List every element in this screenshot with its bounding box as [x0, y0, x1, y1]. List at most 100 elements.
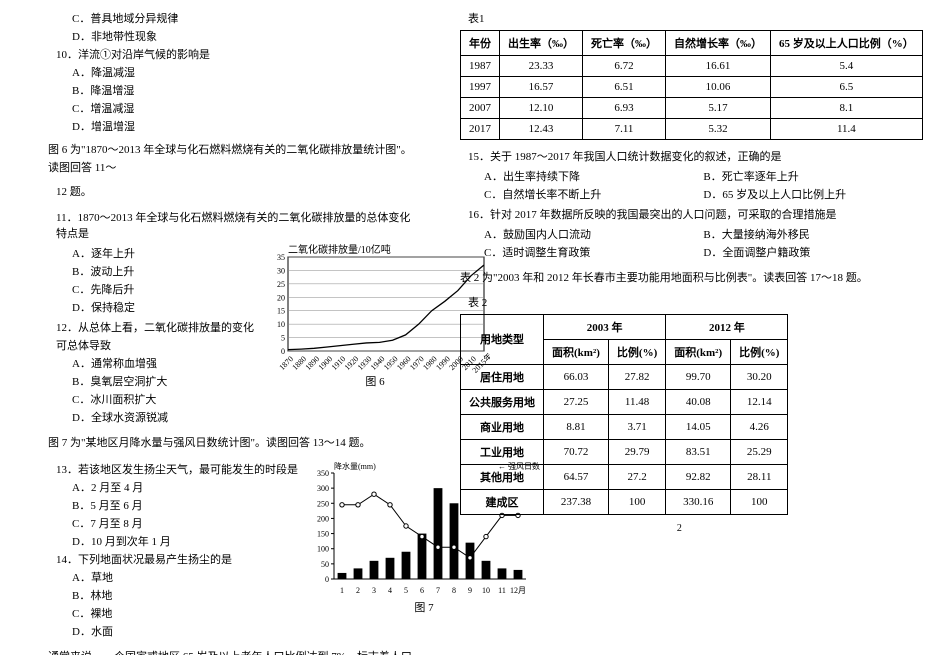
- sub-area-03: 面积(km²): [544, 339, 609, 364]
- svg-text:10: 10: [277, 320, 285, 329]
- cell: 330.16: [666, 489, 731, 514]
- cell: 25.29: [731, 439, 788, 464]
- cell: 14.05: [666, 414, 731, 439]
- cell: 40.08: [666, 389, 731, 414]
- cell: 8.1: [771, 98, 923, 119]
- q14-a: A．草地: [24, 569, 298, 585]
- cell: 12.43: [500, 119, 583, 140]
- svg-text:1: 1: [340, 586, 344, 595]
- cell: 10.06: [666, 77, 771, 98]
- q14-stem: 14．下列地面状况最易产生扬尘的是: [24, 551, 298, 567]
- cell: 11.48: [608, 389, 665, 414]
- page-number: 2: [436, 523, 923, 534]
- svg-text:3: 3: [372, 586, 376, 595]
- svg-text:15: 15: [277, 307, 285, 316]
- q13-b: B．5 月至 6 月: [24, 497, 298, 513]
- cell: 8.81: [544, 414, 609, 439]
- svg-text:150: 150: [317, 529, 329, 538]
- q15-stem: 15．关于 1987～2017 年我国人口统计数据变化的叙述，正确的是: [436, 148, 923, 164]
- table-row: 商业用地8.813.7114.054.26: [461, 414, 788, 439]
- svg-text:250: 250: [317, 499, 329, 508]
- q13-d: D．10 月到次年 1 月: [24, 533, 298, 549]
- q10-a: A．降温减湿: [24, 64, 420, 80]
- sub-pct-03: 比例(%): [608, 339, 665, 364]
- cell: 28.11: [731, 464, 788, 489]
- left-column: C．普具地域分异规律 D．非地带性现象 10．洋流①对沿岸气候的影响是 A．降温…: [16, 8, 428, 647]
- q11-q12-with-chart: A．逐年上升 B．波动上升 C．先降后升 D．保持稳定 12．从总体上看，二氧化…: [24, 243, 420, 427]
- q15-options: A．出生率持续下降 C．自然增长率不断上升 B．死亡率逐年上升 D．65 岁及以…: [436, 166, 923, 204]
- q16-stem: 16．针对 2017 年数据所反映的我国最突出的人口问题，可采取的合理措施是: [436, 206, 923, 222]
- svg-text:降水量(mm): 降水量(mm): [334, 461, 376, 471]
- cell: 5.32: [666, 119, 771, 140]
- table-row: 年份出生率（‰）死亡率（‰）自然增长率（‰）65 岁及以上人口比例（%）: [461, 31, 923, 56]
- cell: 11.4: [771, 119, 923, 140]
- cell: 公共服务用地: [461, 389, 544, 414]
- cell: 100: [731, 489, 788, 514]
- option-c: C．普具地域分异规律: [24, 10, 420, 26]
- table-row: 建成区237.38100330.16100: [461, 489, 788, 514]
- option-d: D．非地带性现象: [24, 28, 420, 44]
- exam-page: C．普具地域分异规律 D．非地带性现象 10．洋流①对沿岸气候的影响是 A．降温…: [0, 0, 945, 655]
- svg-text:30: 30: [277, 267, 285, 276]
- q10-d: D．增温增湿: [24, 118, 420, 134]
- svg-text:二氧化碳排放量/10亿吨: 二氧化碳排放量/10亿吨: [288, 243, 391, 256]
- table-row: 其他用地64.5727.292.8228.11: [461, 464, 788, 489]
- svg-text:100: 100: [317, 544, 329, 553]
- cell: 1997: [461, 77, 500, 98]
- col-header: 年份: [461, 31, 500, 56]
- q12-d: D．全球水资源锐减: [24, 409, 254, 425]
- col-header: 死亡率（‰）: [583, 31, 666, 56]
- cell: 商业用地: [461, 414, 544, 439]
- sub-pct-12: 比例(%): [731, 339, 788, 364]
- cell: 27.25: [544, 389, 609, 414]
- cell: 2017: [461, 119, 500, 140]
- svg-text:0: 0: [325, 575, 329, 584]
- cell: 64.57: [544, 464, 609, 489]
- table-row: 公共服务用地27.2511.4840.0812.14: [461, 389, 788, 414]
- table-row: 198723.336.7216.615.4: [461, 56, 923, 77]
- cell: 70.72: [544, 439, 609, 464]
- svg-text:5: 5: [281, 334, 285, 343]
- cell: 83.51: [666, 439, 731, 464]
- cell: 工业用地: [461, 439, 544, 464]
- cell: 27.2: [608, 464, 665, 489]
- table-row: 工业用地70.7229.7983.5125.29: [461, 439, 788, 464]
- cell: 2007: [461, 98, 500, 119]
- q12-c: C．冰川面积扩大: [24, 391, 254, 407]
- q16-c: C．适时调整生育政策: [484, 244, 703, 260]
- svg-text:4: 4: [388, 586, 392, 595]
- q11-b: B．波动上升: [24, 263, 254, 279]
- cell: 4.26: [731, 414, 788, 439]
- q11-c: C．先降后升: [24, 281, 254, 297]
- right-column: 表1 年份出生率（‰）死亡率（‰）自然增长率（‰）65 岁及以上人口比例（%）1…: [428, 8, 931, 647]
- q15-c: C．自然增长率不断上升: [484, 186, 703, 202]
- table-row: 200712.106.935.178.1: [461, 98, 923, 119]
- table-row: 居住用地66.0327.8299.7030.20: [461, 364, 788, 389]
- q11-d: D．保持稳定: [24, 299, 254, 315]
- cell: 12.10: [500, 98, 583, 119]
- cell: 5.17: [666, 98, 771, 119]
- q16-a: A．鼓励国内人口流动: [484, 226, 703, 242]
- svg-text:0: 0: [281, 347, 285, 356]
- cell: 27.82: [608, 364, 665, 389]
- q11-stem: 11．1870～2013 年全球与化石燃料燃烧有关的二氧化碳排放量的总体变化特点…: [24, 209, 420, 241]
- cell: 5.4: [771, 56, 923, 77]
- tail-1: 通常来说，一个国家或地区 65 岁及以上老年人口比例达到 7%，标志着人口老龄化…: [48, 649, 420, 655]
- svg-text:300: 300: [317, 484, 329, 493]
- landuse-table: 用地类型 2003 年 2012 年 面积(km²) 比例(%) 面积(km²)…: [460, 314, 788, 515]
- cell: 92.82: [666, 464, 731, 489]
- q15-d: D．65 岁及以上人口比例上升: [703, 186, 922, 202]
- cell: 12.14: [731, 389, 788, 414]
- fig7-intro: 图 7 为"某地区月降水量与强风日数统计图"。读图回答 13～14 题。: [48, 435, 420, 453]
- svg-text:6: 6: [420, 586, 424, 595]
- cell: 100: [608, 489, 665, 514]
- q16-d: D．全面调整户籍政策: [703, 244, 922, 260]
- col-header: 自然增长率（‰）: [666, 31, 771, 56]
- sub-area-12: 面积(km²): [666, 339, 731, 364]
- cell: 3.71: [608, 414, 665, 439]
- fig6-intro-2: 12 题。: [24, 183, 420, 199]
- q12-b: B．臭氧层空洞扩大: [24, 373, 254, 389]
- cell: 66.03: [544, 364, 609, 389]
- q10-stem: 10．洋流①对沿岸气候的影响是: [24, 46, 420, 62]
- cell: 29.79: [608, 439, 665, 464]
